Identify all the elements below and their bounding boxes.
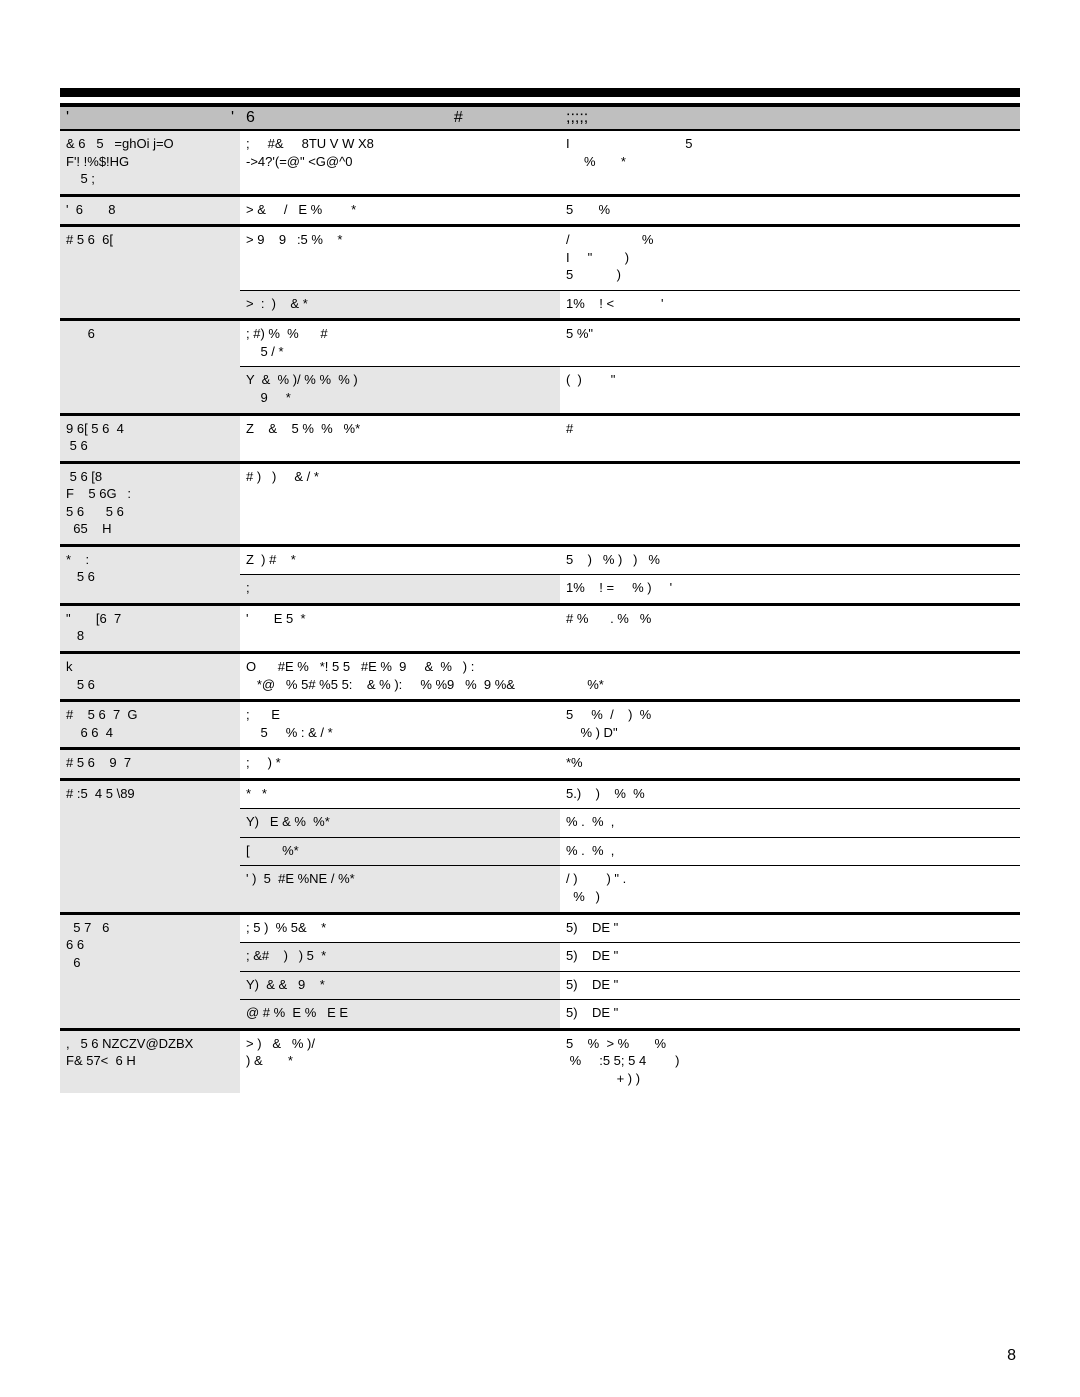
cell-text: ; 5 ) % 5& * (240, 913, 560, 943)
data-table: ' ' 6 # ;;;;; & 6 5 =ghOi j=O F'! !%$!HG… (60, 105, 1020, 1093)
cell-text: > ) & % )/ ) & * (240, 1029, 560, 1093)
table-body: & 6 5 =ghOi j=O F'! !%$!HG 5 ;; #& 8TU V… (60, 130, 1020, 1093)
cell-text: # (560, 414, 1020, 462)
header-text: ' (66, 109, 69, 126)
cell-text: 5 %" (560, 320, 1020, 367)
section-label: # 5 6 6[ (60, 226, 240, 320)
cell-text: 5) DE " (560, 943, 1020, 972)
cell-text: ( ) " (560, 367, 1020, 414)
cell-text: % . % , (560, 837, 1020, 866)
cell-text: 5) DE " (560, 1000, 1020, 1030)
cell-text: 5) DE " (560, 913, 1020, 943)
cell-text: 1% ! < ' (560, 290, 1020, 320)
cell-text: # ) ) & / * (240, 462, 560, 545)
section-label: 5 6 [8 F 5 6G : 5 6 5 6 65 H (60, 462, 240, 545)
cell-text: Y) E & % %* (240, 809, 560, 838)
cell-text: ; E 5 % : & / * (240, 701, 560, 749)
page-number: 8 (1007, 1347, 1016, 1365)
section-label: 9 6[ 5 6 4 5 6 (60, 414, 240, 462)
cell-text: O #E % *! 5 5 #E % 9 & % ) : *@ % 5# %5 … (240, 653, 1020, 701)
cell-text: ' ) 5 #E %NE / %* (240, 866, 560, 913)
header-text: # (454, 109, 463, 126)
section-label: # 5 6 7 G 6 6 4 (60, 701, 240, 749)
cell-text: * * (240, 779, 560, 809)
cell-text: > : ) & * (240, 290, 560, 320)
cell-text: *% (560, 749, 1020, 780)
cell-text: > & / E % * (240, 195, 560, 226)
section-label: * : 5 6 (60, 545, 240, 604)
header-cell-1: ' ' (60, 106, 240, 130)
cell-text: / ) ) " . % ) (560, 866, 1020, 913)
section-label: " [6 7 8 (60, 604, 240, 652)
page: ' ' 6 # ;;;;; & 6 5 =ghOi j=O F'! !%$!HG… (0, 0, 1080, 1397)
cell-text: Y) & & 9 * (240, 971, 560, 1000)
cell-text: Z & 5 % % %* (240, 414, 560, 462)
section-label: 5 7 6 6 6 6 (60, 913, 240, 1029)
header-cell-2: 6 # (240, 106, 560, 130)
cell-text: # % . % % (560, 604, 1020, 652)
cell-text: > 9 9 :5 % * (240, 226, 560, 291)
cell-text: 5) DE " (560, 971, 1020, 1000)
section-label: & 6 5 =ghOi j=O F'! !%$!HG 5 ; (60, 130, 240, 195)
cell-text: ; ) * (240, 749, 560, 780)
cell-text: Z ) # * (240, 545, 560, 575)
section-label: ' 6 8 (60, 195, 240, 226)
section-label: 6 (60, 320, 240, 414)
cell-text: ; #& 8TU V W X8 ->4?'(=@" <G@^0 (240, 130, 560, 195)
header-text: ' (231, 109, 234, 127)
cell-text: Y & % )/ % % % ) 9 * (240, 367, 560, 414)
section-label: k 5 6 (60, 653, 240, 701)
cell-text: 5.) ) % % (560, 779, 1020, 809)
cell-text: I 5 % * (560, 130, 1020, 195)
section-label: # :5 4 5 \89 (60, 779, 240, 913)
cell-text: [ %* (240, 837, 560, 866)
header-text: 6 (246, 109, 255, 126)
cell-text: % . % , (560, 809, 1020, 838)
cell-text: ; &# ) ) 5 * (240, 943, 560, 972)
content-area: ' ' 6 # ;;;;; & 6 5 =ghOi j=O F'! !%$!HG… (0, 0, 1080, 1093)
cell-text: ; #) % % # 5 / * (240, 320, 560, 367)
cell-text (560, 462, 1020, 545)
section-label: # 5 6 9 7 (60, 749, 240, 780)
table-header: ' ' 6 # ;;;;; (60, 106, 1020, 130)
cell-text: 5 % (560, 195, 1020, 226)
cell-text: 5 % / ) % % ) D" (560, 701, 1020, 749)
cell-text: @ # % E % E E (240, 1000, 560, 1030)
cell-text: 5 % > % % % :5 5; 5 4 ) + ) ) (560, 1029, 1020, 1093)
section-label: , 5 6 NZCZV@DZBX F& 57< 6 H (60, 1029, 240, 1093)
cell-text: / % I " ) 5 ) (560, 226, 1020, 291)
cell-text: ' E 5 * (240, 604, 560, 652)
cell-text: 1% ! = % ) ' (560, 575, 1020, 605)
top-rule-thick (60, 88, 1020, 97)
header-cell-3: ;;;;; (560, 106, 1020, 130)
cell-text: ; (240, 575, 560, 605)
cell-text: 5 ) % ) ) % (560, 545, 1020, 575)
